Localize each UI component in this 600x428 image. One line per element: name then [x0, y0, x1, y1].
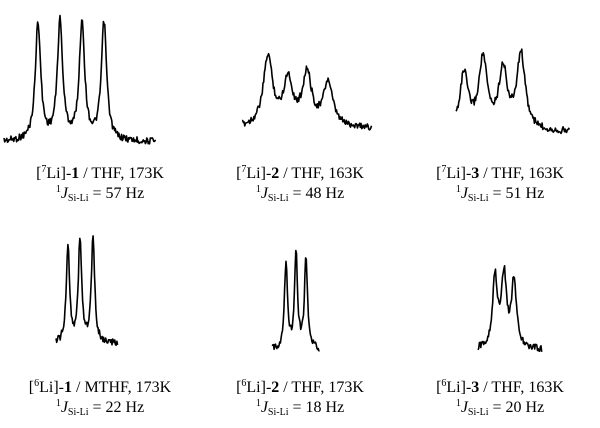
isotope-mass: 6	[34, 378, 40, 389]
coupling-symbol: J	[460, 185, 468, 202]
spectrum-caption-sample: [6Li]-1 / MTHF, 173K	[28, 378, 172, 397]
temperature: 163K	[328, 165, 364, 182]
compound-number: 1	[64, 379, 72, 396]
element-symbol: Li	[446, 379, 461, 396]
coupling-symbol: J	[260, 185, 268, 202]
solvent: THF	[491, 165, 521, 182]
spectrum-caption-coupling: 1JSi-Li = 51 Hz	[455, 184, 545, 204]
spectrum-caption-sample: [7Li]-2 / THF, 163K	[236, 164, 364, 183]
coupling-nuclei: Si-Li	[467, 407, 489, 418]
coupling-bond-count: 1	[455, 398, 461, 409]
nmr-spectrum-plot	[241, 52, 373, 131]
coupling-bond-count: 1	[455, 184, 461, 195]
coupling-bond-count: 1	[255, 398, 261, 409]
element-symbol: Li	[246, 165, 261, 182]
compound-number: 3	[471, 379, 480, 396]
solvent: THF	[491, 379, 521, 396]
nmr-spectrum-plot	[477, 265, 543, 352]
nmr-spectrum-plot	[55, 235, 119, 346]
element-symbol: Li	[446, 165, 461, 182]
temperature: 173K	[328, 379, 364, 396]
coupling-constant: 57 Hz	[105, 185, 145, 202]
temperature: 163K	[528, 165, 564, 182]
solvent: THF	[291, 165, 321, 182]
element-symbol: Li	[246, 379, 261, 396]
spectrum-caption-coupling: 1JSi-Li = 57 Hz	[55, 184, 145, 204]
nmr-spectrum-plot	[3, 14, 156, 145]
coupling-bond-count: 1	[55, 398, 61, 409]
spectrum-trace	[3, 14, 156, 145]
compound-number: 2	[271, 379, 280, 396]
solvent: MTHF	[84, 379, 128, 396]
nmr-spectrum-plot	[271, 249, 320, 352]
spectrum-panel: [7Li]-2 / THF, 163K 1JSi-Li = 48 Hz	[200, 0, 400, 214]
spectrum-panel: [6Li]-2 / THF, 173K 1JSi-Li = 18 Hz	[200, 214, 400, 428]
spectrum-caption-sample: [6Li]-2 / THF, 173K	[236, 378, 364, 397]
temperature: 173K	[135, 379, 172, 396]
isotope-mass: 7	[41, 164, 47, 175]
coupling-symbol: J	[60, 399, 68, 416]
element-symbol: Li	[39, 379, 54, 396]
temperature: 163K	[528, 379, 564, 396]
coupling-bond-count: 1	[255, 184, 261, 195]
compound-number: 1	[71, 165, 80, 182]
spectrum-panel: [6Li]-1 / MTHF, 173K 1JSi-Li = 22 Hz	[0, 214, 200, 428]
coupling-constant: 48 Hz	[305, 185, 345, 202]
solvent: THF	[91, 165, 121, 182]
coupling-symbol: J	[260, 399, 268, 416]
spectrum-trace	[55, 235, 119, 346]
spectrum-caption-coupling: 1JSi-Li = 48 Hz	[255, 184, 345, 204]
spectrum-caption-coupling: 1JSi-Li = 22 Hz	[55, 398, 145, 418]
spectrum-trace	[477, 265, 543, 352]
isotope-mass: 6	[241, 378, 247, 389]
isotope-mass: 6	[441, 378, 447, 389]
temperature: 173K	[128, 165, 164, 182]
coupling-nuclei: Si-Li	[67, 193, 89, 204]
coupling-nuclei: Si-Li	[467, 193, 489, 204]
coupling-constant: 18 Hz	[305, 399, 345, 416]
coupling-constant: 51 Hz	[505, 185, 545, 202]
coupling-nuclei: Si-Li	[267, 193, 289, 204]
compound-number: 3	[471, 165, 480, 182]
spectrum-trace	[271, 249, 320, 352]
coupling-nuclei: Si-Li	[267, 407, 289, 418]
spectrum-trace	[455, 48, 571, 135]
spectrum-caption-coupling: 1JSi-Li = 18 Hz	[255, 398, 345, 418]
compound-number: 2	[271, 165, 280, 182]
spectrum-caption-sample: [6Li]-3 / THF, 163K	[436, 378, 564, 397]
spectrum-panel: [7Li]-3 / THF, 163K 1JSi-Li = 51 Hz	[400, 0, 600, 214]
spectrum-trace	[241, 52, 373, 131]
isotope-mass: 7	[441, 164, 447, 175]
coupling-constant: 22 Hz	[105, 399, 145, 416]
element-symbol: Li	[46, 165, 61, 182]
spectrum-panel: [7Li]-1 / THF, 173K 1JSi-Li = 57 Hz	[0, 0, 200, 214]
coupling-bond-count: 1	[55, 184, 61, 195]
isotope-mass: 7	[241, 164, 247, 175]
coupling-symbol: J	[460, 399, 468, 416]
coupling-constant: 20 Hz	[505, 399, 545, 416]
spectrum-caption-sample: [7Li]-3 / THF, 163K	[436, 164, 564, 183]
coupling-symbol: J	[60, 185, 68, 202]
spectrum-caption-coupling: 1JSi-Li = 20 Hz	[455, 398, 545, 418]
spectrum-panel: [6Li]-3 / THF, 163K 1JSi-Li = 20 Hz	[400, 214, 600, 428]
nmr-spectrum-plot	[455, 48, 571, 135]
spectrum-caption-sample: [7Li]-1 / THF, 173K	[36, 164, 164, 183]
solvent: THF	[291, 379, 321, 396]
coupling-nuclei: Si-Li	[67, 407, 89, 418]
